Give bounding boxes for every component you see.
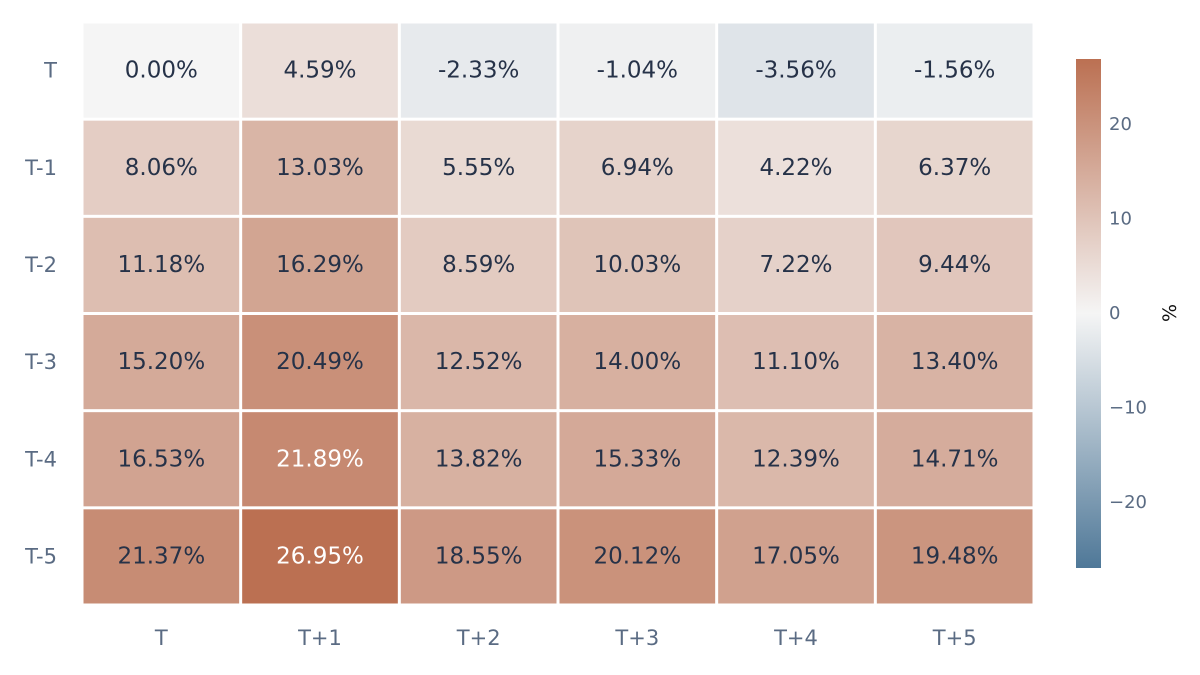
x-tick-label: T+2 <box>456 626 501 650</box>
x-tick-label: T <box>154 626 168 650</box>
heatmap-cell <box>876 412 1033 507</box>
heatmap-cell-label: 14.71% <box>911 446 999 472</box>
heatmap-cell <box>400 412 557 507</box>
heatmap-cell-label: 0.00% <box>125 58 198 84</box>
x-tick-label: T+3 <box>614 626 659 650</box>
heatmap-cell <box>718 509 874 604</box>
heatmap-cell-label: 15.20% <box>117 349 205 375</box>
heatmap-cell <box>83 315 240 410</box>
heatmap-cell-label: 8.06% <box>125 155 198 181</box>
x-axis-ticks: T T+1 T+2 T+3 T+4 T+5 <box>154 626 977 650</box>
heatmap-cell-label: 17.05% <box>752 543 840 569</box>
heatmap-cell <box>400 217 557 312</box>
heatmap-cell-label: 21.37% <box>117 543 205 569</box>
heatmap-cell <box>242 23 398 118</box>
colorbar-ticks: 20 10 0 −10 −20 <box>1109 114 1147 513</box>
heatmap-cell-label: -2.33% <box>438 58 519 84</box>
heatmap-cell-label: 13.03% <box>276 155 364 181</box>
heatmap-cell-label: 19.48% <box>911 543 999 569</box>
y-tick-label: T-1 <box>24 156 57 180</box>
heatmap-cell-label: 26.95% <box>276 543 364 569</box>
heatmap-cell-label: 6.37% <box>918 155 991 181</box>
y-tick-label: T-4 <box>24 447 57 471</box>
heatmap-cell <box>718 315 874 410</box>
heatmap-cell <box>83 23 240 118</box>
heatmap-cell-label: 8.59% <box>442 252 515 278</box>
colorbar: 20 10 0 −10 −20 % <box>1076 59 1181 568</box>
heatmap-cell <box>242 120 398 215</box>
heatmap-cell <box>83 120 240 215</box>
heatmap-cell <box>876 315 1033 410</box>
heatmap-cell-label: 13.82% <box>435 446 523 472</box>
heatmap-cell-label: 13.40% <box>911 349 999 375</box>
colorbar-tick-label: 10 <box>1109 209 1132 230</box>
heatmap-cell-label: 14.00% <box>593 349 681 375</box>
heatmap-cell <box>559 217 716 312</box>
colorbar-tick-label: −10 <box>1109 397 1147 418</box>
heatmap-cell-label: -3.56% <box>755 58 836 84</box>
heatmap-cells <box>83 23 1033 604</box>
heatmap-cell-label: 6.94% <box>601 155 674 181</box>
colorbar-title: % <box>1159 304 1181 322</box>
heatmap-cell-label: 15.33% <box>593 446 681 472</box>
heatmap-cell-label: -1.04% <box>597 58 678 84</box>
heatmap-cell <box>242 412 398 507</box>
heatmap-cell <box>876 23 1033 118</box>
heatmap-cell <box>242 315 398 410</box>
heatmap-cell-label: 20.49% <box>276 349 364 375</box>
y-tick-label: T-3 <box>24 350 57 374</box>
heatmap-cell-label: 11.18% <box>117 252 205 278</box>
heatmap-cell-label: 5.55% <box>442 155 515 181</box>
x-tick-label: T+1 <box>297 626 342 650</box>
x-tick-label: T+5 <box>932 626 977 650</box>
y-tick-label: T <box>43 59 57 83</box>
heatmap-cell <box>400 23 557 118</box>
heatmap-cell <box>83 509 240 604</box>
y-tick-label: T-5 <box>24 544 57 568</box>
heatmap-cell-labels: 0.00% 4.59% -2.33% -1.04% -3.56% -1.56% 8.06% 1… <box>117 58 998 570</box>
heatmap-cell-label: 12.39% <box>752 446 840 472</box>
heatmap-cell-label: 4.22% <box>759 155 832 181</box>
heatmap-cell <box>559 315 716 410</box>
heatmap-cell-label: 20.12% <box>593 543 681 569</box>
heatmap-cell <box>876 120 1033 215</box>
heatmap-cell <box>400 315 557 410</box>
heatmap-cell-label: 11.10% <box>752 349 840 375</box>
colorbar-tick-label: −20 <box>1109 492 1147 513</box>
heatmap-cell <box>242 509 398 604</box>
heatmap-cell <box>718 23 874 118</box>
colorbar-gradient <box>1076 59 1101 568</box>
heatmap-cell-label: 7.22% <box>759 252 832 278</box>
heatmap-cell-label: 12.52% <box>435 349 523 375</box>
heatmap-cell <box>559 509 716 604</box>
colorbar-tick-label: 0 <box>1109 303 1120 324</box>
heatmap-cell <box>718 412 874 507</box>
y-axis-ticks: T T-1 T-2 T-3 T-4 T-5 <box>24 59 57 569</box>
heatmap-cell <box>559 120 716 215</box>
heatmap-cell-label: 4.59% <box>283 58 356 84</box>
heatmap-cell-label: 16.53% <box>117 446 205 472</box>
heatmap-cell-label: 16.29% <box>276 252 364 278</box>
heatmap-cell <box>242 217 398 312</box>
heatmap-cell-label: -1.56% <box>914 58 995 84</box>
heatmap-cell <box>876 217 1033 312</box>
heatmap-cell <box>83 412 240 507</box>
heatmap-cell <box>83 217 240 312</box>
heatmap-cell-label: 9.44% <box>918 252 991 278</box>
heatmap-cell <box>559 412 716 507</box>
y-tick-label: T-2 <box>24 253 57 277</box>
heatmap-cell <box>876 509 1033 604</box>
heatmap-cell-label: 21.89% <box>276 446 364 472</box>
colorbar-tick-label: 20 <box>1109 114 1132 135</box>
x-tick-label: T+4 <box>773 626 818 650</box>
heatmap-cell <box>400 509 557 604</box>
heatmap-cell <box>718 120 874 215</box>
heatmap-cell <box>400 120 557 215</box>
heatmap-cell <box>718 217 874 312</box>
heatmap-cell-label: 10.03% <box>593 252 681 278</box>
heatmap-cell-label: 18.55% <box>435 543 523 569</box>
heatmap-cell <box>559 23 716 118</box>
